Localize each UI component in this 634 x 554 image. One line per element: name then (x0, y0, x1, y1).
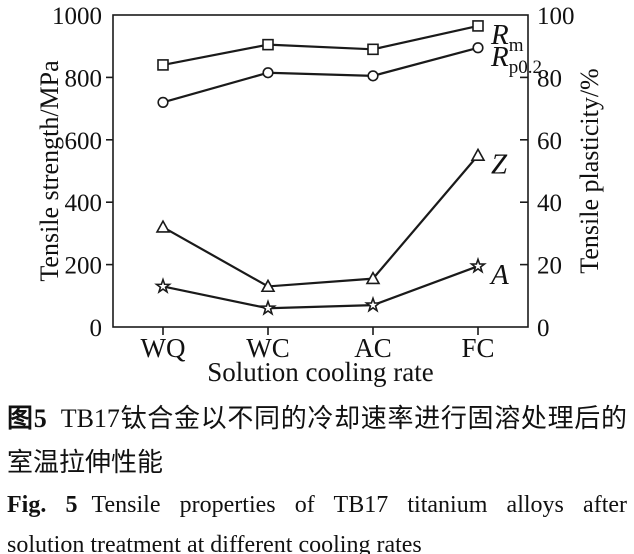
left-axis-tick-label: 600 (65, 128, 103, 155)
series-A-label: A (489, 259, 509, 291)
series-Rm-label: Rm (490, 19, 524, 56)
figure-caption: 图5 TB17钛合金以不同的冷却速率进行固溶处理后的 室温拉伸性能 Fig. 5 T… (0, 395, 634, 554)
series-Rm-square-marker (157, 59, 169, 71)
x-axis-category-label: AC (354, 333, 392, 363)
series-A-star-marker (154, 277, 172, 294)
series-Rp02-line (162, 46, 479, 104)
right-axis-tick-label: 100 (537, 3, 575, 30)
y-axis-left-title: Tensile strength/MPa (35, 60, 64, 282)
series-Z-triangle-marker (470, 147, 486, 161)
x-axis-category-label: WQ (141, 333, 186, 363)
caption-cn-line2: 室温拉伸性能 (7, 448, 164, 477)
caption-cn-line1: 图5 TB17钛合金以不同的冷却速率进行固溶处理后的 (7, 397, 627, 441)
right-axis-tick-label: 0 (537, 315, 550, 342)
left-axis-tick-label: 200 (65, 253, 103, 280)
right-axis-tick-label: 80 (537, 65, 562, 92)
series-Rm-square-marker (367, 43, 379, 56)
y-axis-right-title: Tensile plasticity/% (575, 68, 604, 273)
caption-en-text: Tensile properties of TB17 titanium allo… (91, 492, 628, 518)
series-Rm-line (162, 24, 479, 67)
left-axis-tick-label: 400 (65, 190, 103, 217)
series-Z-line (162, 154, 479, 288)
caption-en-line1: Fig. 5 Tensile properties of TB17 titaniu… (7, 485, 627, 525)
caption-en-figure-label: Fig. 5 (7, 492, 78, 518)
series-Z-triangle-marker (365, 270, 381, 285)
series-Rp02-circle-marker (367, 70, 379, 82)
series-Z-triangle-marker (155, 219, 171, 233)
series-A-star-marker (364, 295, 382, 313)
tensile-properties-chart: 0 200 400 600 800 1000 0 20 40 60 80 100 WQ WC AC FC Sol… (35, 3, 604, 387)
series-A-star-marker (259, 299, 277, 316)
right-axis-tick-label: 40 (537, 190, 562, 217)
series-Z-label: Z (491, 148, 508, 180)
plot-box (112, 14, 529, 328)
series-Rp02-label: Rp0.2 (490, 41, 542, 78)
left-axis-tick-label: 1000 (52, 3, 102, 30)
left-axis-tick-label: 0 (90, 315, 103, 342)
series-Z-triangle-marker (260, 278, 276, 293)
right-axis-tick-label: 20 (537, 253, 562, 280)
series-A-line (162, 265, 479, 310)
series-Rp02-circle-marker (472, 42, 484, 54)
caption-cn-text: TB17钛合金以不同的冷却速率进行固溶处理后的 (60, 404, 627, 433)
x-axis-category-label: WC (246, 333, 290, 363)
left-axis-tick-label: 800 (65, 65, 103, 92)
right-axis-tick-label: 60 (537, 128, 562, 155)
x-axis-title: Solution cooling rate (207, 357, 433, 387)
series-Rm-square-marker (472, 20, 484, 32)
caption-cn-figure-label: 图5 (7, 404, 47, 433)
series-Rp02-circle-marker (157, 96, 169, 108)
series-Rm-square-marker (262, 38, 274, 51)
caption-en-line2: solution treatment at different cooling … (7, 532, 422, 554)
series-A-star-marker (469, 256, 487, 274)
series-Rp02-circle-marker (262, 67, 274, 79)
x-axis-category-label: FC (461, 333, 494, 363)
